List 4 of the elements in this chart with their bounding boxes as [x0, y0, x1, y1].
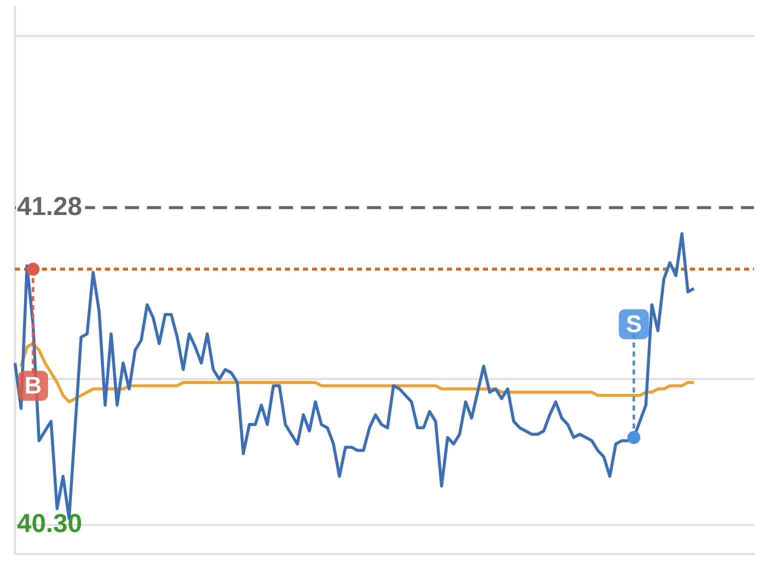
annotation: S	[626, 310, 642, 338]
y-tick-label: 40.30	[17, 508, 82, 538]
annotation: B	[24, 372, 42, 400]
y-tick-label: 41.28	[17, 190, 82, 221]
